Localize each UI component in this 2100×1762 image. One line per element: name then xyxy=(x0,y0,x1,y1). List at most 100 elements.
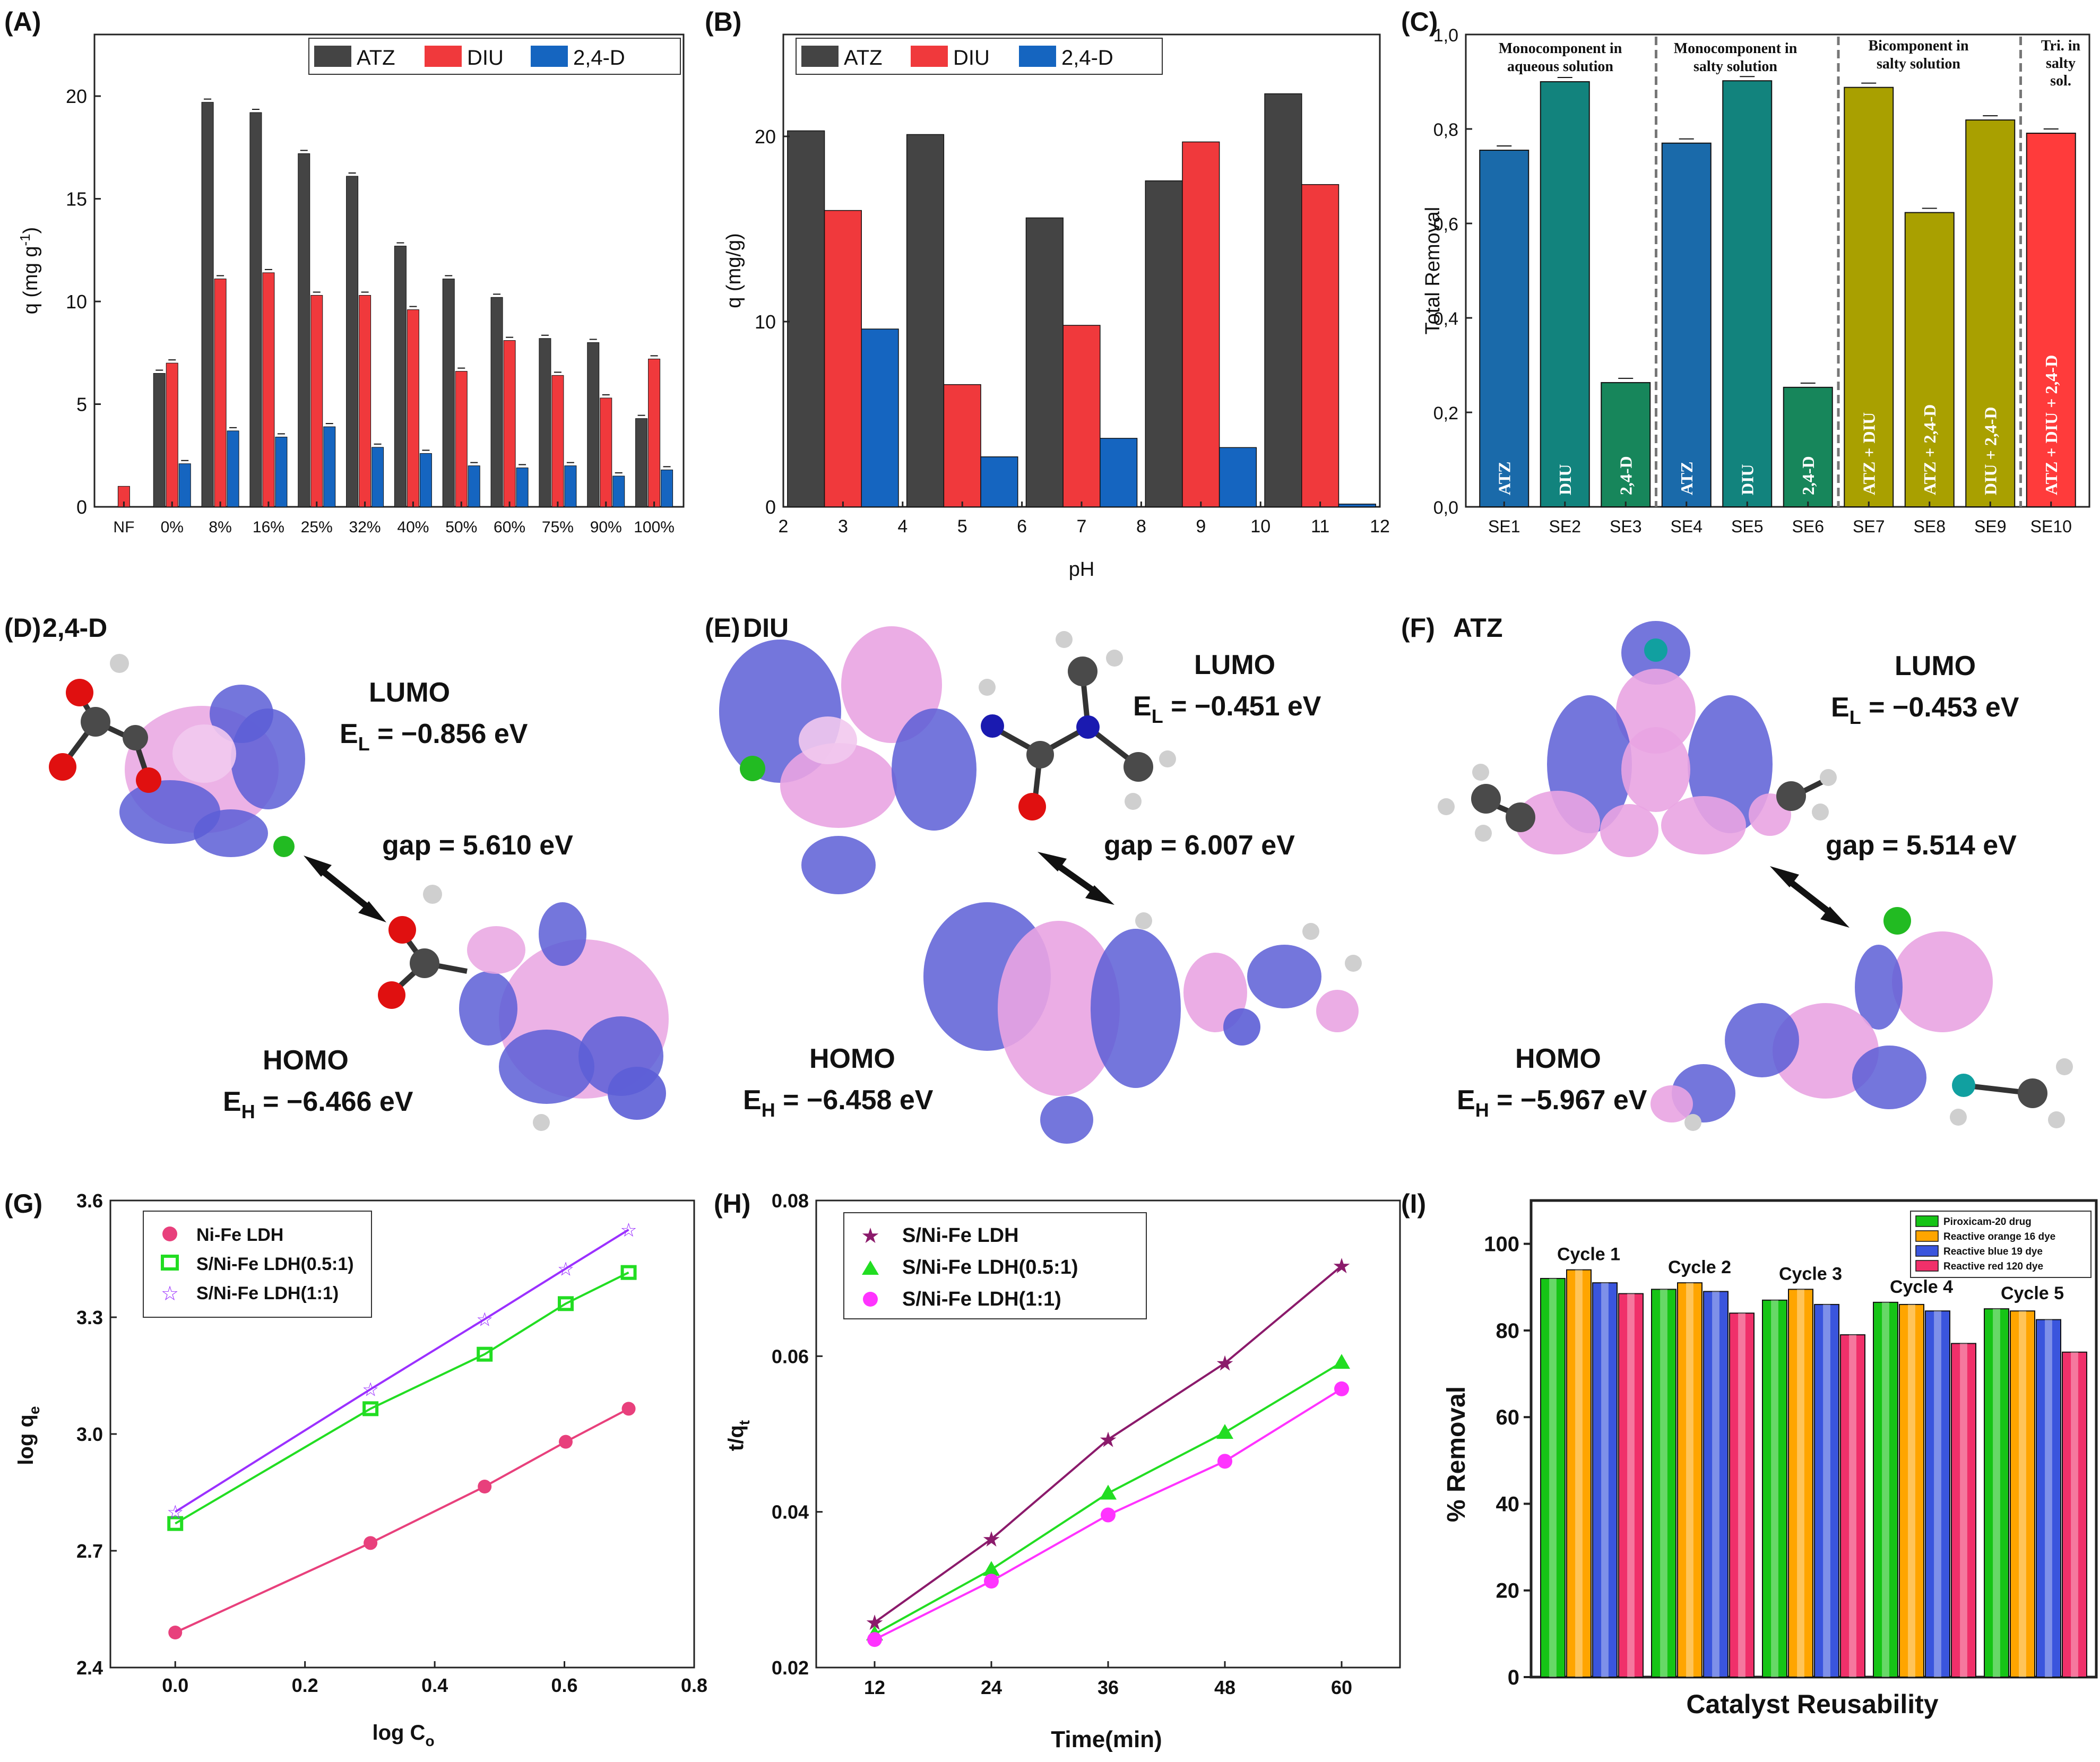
panel-labels: (A) (B) (C) (D) (E) (F) (G) (H) (I) xyxy=(4,7,1438,1219)
point-g-s-ni-fe-ldh-0-5-1 xyxy=(558,1296,574,1311)
chart-c-xtick-label: SE6 xyxy=(1792,517,1824,536)
bar-i-highlight xyxy=(1934,1311,1941,1677)
lumo-label-d: LUMO xyxy=(369,677,450,708)
chart-i-ytick-label: 0 xyxy=(1508,1666,1519,1689)
bar-b-atz-ph9 xyxy=(1145,180,1183,507)
point-h-s-ni-fe-ldh-0-5-1 xyxy=(1333,1354,1350,1369)
gap-label-d: gap = 5.610 eV xyxy=(382,830,573,861)
bar-i-highlight xyxy=(1575,1269,1583,1677)
bar-i-highlight xyxy=(1908,1304,1915,1677)
point-h-s-ni-fe-ldh-1-1 xyxy=(1217,1454,1232,1469)
chart-g-xtick-label: 0.0 xyxy=(162,1674,188,1696)
chart-c-xtick-label: SE4 xyxy=(1671,517,1703,536)
bar-b-atz-ph7 xyxy=(1025,217,1064,507)
bar-b-diu-ph11 xyxy=(1301,184,1339,507)
bar-a-atz-0 xyxy=(153,373,166,507)
chart-g-ytick-label: 2.7 xyxy=(76,1540,103,1562)
point-h-s-ni-fe-ldh: ★ xyxy=(1332,1255,1351,1278)
panel-label-a: (A) xyxy=(4,7,41,37)
chart-h-ytick-label: 0.04 xyxy=(772,1501,809,1523)
chart-b-ylabel: q (mg/g) xyxy=(723,233,745,308)
bar-a-atz-75 xyxy=(539,338,551,507)
panel-label-i: (I) xyxy=(1401,1189,1426,1219)
bar-i-highlight xyxy=(1993,1309,2000,1677)
legend-g-label-2: S/Ni-Fe LDH(0.5:1) xyxy=(196,1254,354,1274)
bar-i-highlight xyxy=(1549,1278,1557,1677)
bar-i-reactive-orange-16-dye-cycle-2 xyxy=(1677,1282,1703,1678)
molecule-name-e: DIU xyxy=(743,613,789,643)
bar-a-diu-50 xyxy=(455,371,468,507)
chart-i-ytick-label: 40 xyxy=(1496,1492,1520,1516)
lumo-energy-f: EL = −0.453 eV xyxy=(1831,692,2019,728)
chart-a-xtick-label: 50% xyxy=(445,519,477,536)
legend-swatch-24d xyxy=(531,46,568,67)
group-3-line-1: Bicomponent in xyxy=(1868,38,1968,54)
lumo-energy-e: EL = −0.451 eV xyxy=(1133,691,1321,727)
bar-i-highlight xyxy=(1686,1283,1693,1677)
legend-i-label-3: Reactive blue 19 dye xyxy=(1943,1246,2043,1257)
chart-h-xtick-label: 36 xyxy=(1097,1677,1119,1698)
chart-c-ytick-label: 0,8 xyxy=(1433,120,1458,140)
point-g-ni-fe-ldh xyxy=(168,1626,183,1639)
legend-g-label-3: S/Ni-Fe LDH(1:1) xyxy=(196,1283,339,1303)
point-h-s-ni-fe-ldh: ★ xyxy=(1099,1428,1118,1452)
bar-i-highlight xyxy=(1882,1302,1889,1677)
point-g-s-ni-fe-ldh-1-1: ☆ xyxy=(620,1219,637,1241)
bar-a-2-4-d-90 xyxy=(612,476,625,507)
group-2-line-1: Monocomponent in xyxy=(1674,40,1797,57)
chart-b-xtick-label: 6 xyxy=(1017,516,1027,537)
chart-c-xtick-label: SE5 xyxy=(1731,517,1763,536)
chart-c-xtick-label: SE3 xyxy=(1610,517,1641,536)
point-g-ni-fe-ldh xyxy=(621,1402,636,1416)
legend-h-marker-3 xyxy=(863,1292,878,1307)
chart-b-xtick-label: 2 xyxy=(779,516,789,537)
chart-a-xtick-label: 32% xyxy=(349,519,381,536)
bar-i-piroxicam-20-drug-cycle-1 xyxy=(1540,1277,1566,1678)
panel-label-d: (D) xyxy=(4,613,41,643)
bar-i-reactive-blue-19-dye-cycle-4 xyxy=(1925,1310,1950,1678)
chart-a-xtick-label: 90% xyxy=(590,519,622,536)
chart-a-ylabel: q (mg g-1) xyxy=(17,227,42,315)
chart-h-xtick-label: 60 xyxy=(1331,1677,1352,1698)
chart-i: 0 20 40 60 80 100 Cycle 1 Cycle 2 Cycle 3 Cycle 4… xyxy=(1442,1199,2098,1719)
bar-c-label: DIU xyxy=(1555,464,1575,495)
chart-c-xtick-label: SE8 xyxy=(1914,517,1946,536)
bar-a-atz-50 xyxy=(442,278,455,507)
chart-h-ytick-label: 0.06 xyxy=(772,1345,809,1367)
panel-label-b: (B) xyxy=(705,7,741,37)
homo-label-d: HOMO xyxy=(263,1045,349,1076)
bar-i-highlight xyxy=(1627,1293,1635,1677)
chart-i-legend-box xyxy=(1910,1211,2092,1278)
point-h-s-ni-fe-ldh: ★ xyxy=(1215,1352,1234,1376)
line-g-s-ni-fe-ldh-0-5-1 xyxy=(175,1271,629,1525)
bar-i-highlight xyxy=(1660,1289,1667,1677)
bar-i-highlight xyxy=(1738,1313,1745,1677)
chart-h-ylabel: t/qt xyxy=(724,1420,753,1451)
chart-g-ytick-label: 3.3 xyxy=(76,1307,103,1328)
chart-c-xtick-label: SE2 xyxy=(1549,517,1581,536)
chart-c-xtick-label: SE9 xyxy=(1974,517,2006,536)
gap-arrow-d xyxy=(304,856,386,922)
group-2-line-2: salty solution xyxy=(1693,58,1777,75)
chart-g: ☆ ☆ ☆ ☆ ☆ 0.0 0.2 0.4 0.6 0.8 2.4 2.7 3.0 3.3 3.6 log… xyxy=(14,1190,707,1749)
bar-a-2-4-d-60 xyxy=(516,467,529,507)
bar-c-label: ATZ + 2,4-D xyxy=(1920,404,1939,495)
chart-c-frame xyxy=(1465,33,2090,508)
chart-a: 0 5 10 15 20 NF 0% 8% 16% 25% 32% 40% 50% 60% 75% 90% 10… xyxy=(17,33,685,536)
bar-c-label: ATZ + DIU xyxy=(1859,412,1878,495)
bar-a-diu-90 xyxy=(600,398,612,507)
point-g-ni-fe-ldh xyxy=(559,1435,573,1449)
chart-b-xlabel: pH xyxy=(1069,558,1095,581)
bar-a-2-4-d-25 xyxy=(323,426,336,507)
bar-c-se7 xyxy=(1844,87,1894,507)
line-g-s-ni-fe-ldh-1-1 xyxy=(175,1229,629,1513)
chart-c-group-labels: Monocomponent in aqueous solution Monoco… xyxy=(1499,38,2081,89)
chart-c-ytick-label: 0,6 xyxy=(1433,214,1458,235)
bar-a-diu-25 xyxy=(310,295,323,507)
bar-c-se4 xyxy=(1661,142,1712,507)
chart-b-ytick-label: 20 xyxy=(755,126,776,148)
chart-c-ytick-label: 0,0 xyxy=(1433,498,1458,518)
bar-a-atz-40 xyxy=(394,246,407,507)
bar-c-se10 xyxy=(2026,133,2076,507)
legend-g-marker-2 xyxy=(161,1255,179,1271)
